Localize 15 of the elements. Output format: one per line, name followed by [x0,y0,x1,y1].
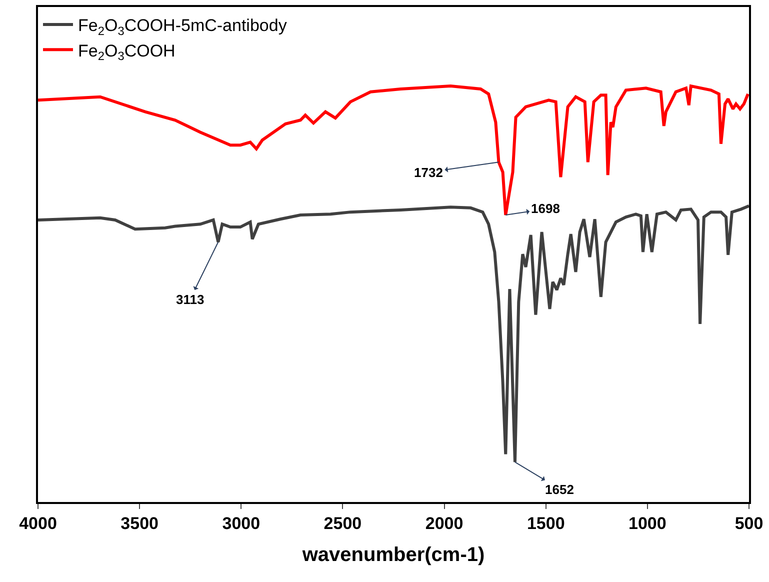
annotation: 1732 [414,165,443,180]
x-tick-label: 1000 [628,514,666,534]
annotation: 1652 [545,482,574,497]
annotation: 1698 [531,201,560,216]
x-tick-label: 2500 [324,514,362,534]
x-axis-title: wavenumber(cm-1) [301,544,485,566]
legend-label: Fe$_{2}$O$_{3}$COOH-5mC-antibody [78,16,288,38]
annotation: 3113 [176,292,204,307]
x-tick-label: 3500 [120,514,158,534]
x-tick-label: 2000 [425,514,464,534]
x-tick-label: 3000 [222,514,260,534]
x-tick-label: 4000 [19,514,57,534]
x-tick-label: 500 [734,514,764,534]
legend-label: Fe$_{2}$O$_{3}$COOH [78,41,176,63]
x-tick-label: 1500 [526,514,565,534]
